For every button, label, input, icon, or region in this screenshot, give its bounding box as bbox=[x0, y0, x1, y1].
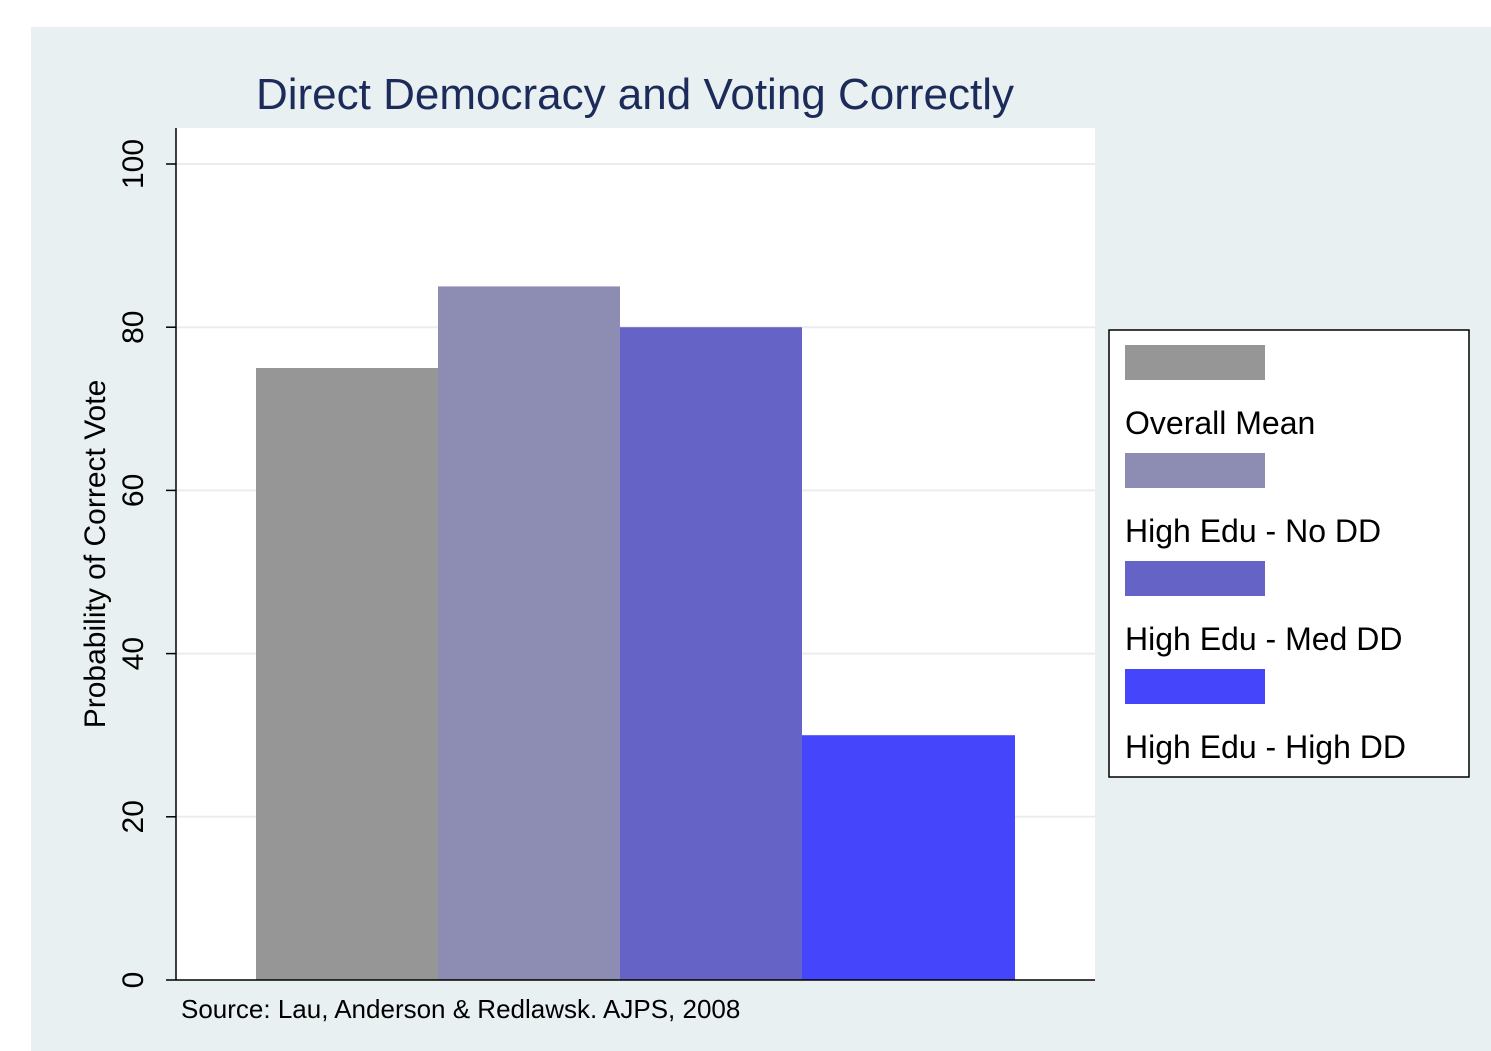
y-tick-label: 60 bbox=[117, 474, 150, 507]
legend: Overall Mean High Edu - No DD High Edu - M… bbox=[1108, 329, 1470, 778]
y-tick-label: 0 bbox=[117, 972, 150, 989]
y-tick-label: 80 bbox=[117, 311, 150, 344]
y-tick-label: 20 bbox=[117, 800, 150, 833]
y-tick-label: 40 bbox=[117, 637, 150, 670]
bar-1 bbox=[256, 368, 438, 980]
legend-label-2: High Edu - No DD bbox=[1125, 513, 1381, 549]
chart-panel: Direct Democracy and Voting Correctly 0 2… bbox=[31, 27, 1491, 1051]
legend-swatch-3 bbox=[1125, 561, 1265, 596]
bar-4 bbox=[802, 735, 1015, 980]
bars bbox=[256, 286, 1015, 980]
chart-svg: Direct Democracy and Voting Correctly 0 2… bbox=[79, 70, 1470, 1024]
legend-label-1: Overall Mean bbox=[1125, 405, 1315, 441]
y-axis-label: Probability of Correct Vote bbox=[79, 380, 112, 729]
chart-title: Direct Democracy and Voting Correctly bbox=[256, 70, 1014, 119]
y-ticks: 0 20 40 60 80 100 bbox=[117, 139, 176, 988]
legend-label-4: High Edu - High DD bbox=[1125, 729, 1406, 765]
legend-swatch-2 bbox=[1125, 453, 1265, 488]
legend-swatch-1 bbox=[1125, 345, 1265, 380]
legend-box bbox=[1108, 329, 1470, 778]
bar-3 bbox=[620, 327, 802, 980]
source-note: Source: Lau, Anderson & Redlawsk. AJPS, … bbox=[181, 994, 740, 1024]
legend-swatch-4 bbox=[1125, 669, 1265, 704]
bar-2 bbox=[438, 286, 620, 980]
legend-label-3: High Edu - Med DD bbox=[1125, 621, 1402, 657]
y-tick-label: 100 bbox=[117, 139, 150, 189]
